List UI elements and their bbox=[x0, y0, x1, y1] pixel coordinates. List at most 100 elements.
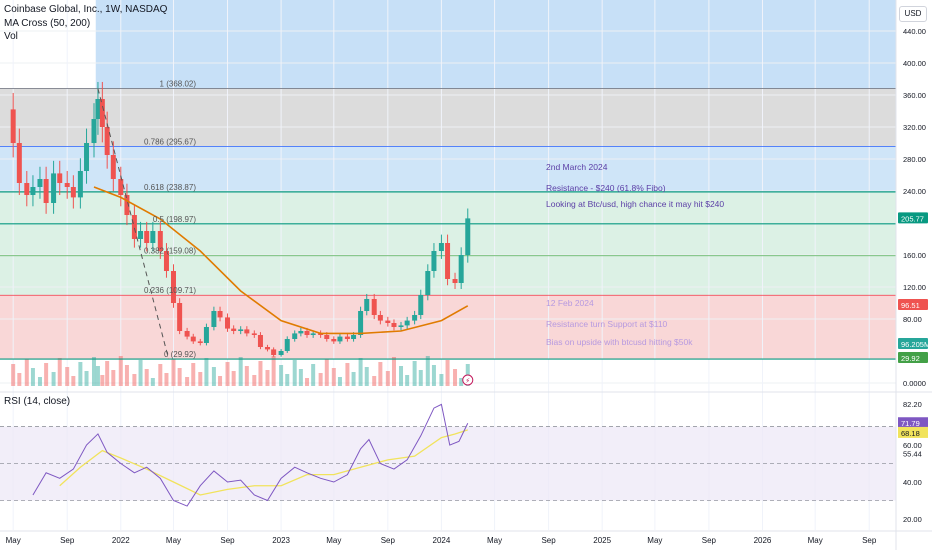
candle bbox=[184, 327, 190, 340]
candle-body bbox=[358, 311, 364, 335]
candle-body bbox=[118, 179, 124, 195]
price-series bbox=[10, 81, 471, 360]
rsi-value-tag: 71.79 bbox=[901, 419, 920, 428]
candle bbox=[238, 326, 244, 335]
candle-body bbox=[364, 299, 370, 311]
candle-body bbox=[70, 187, 76, 198]
volume-bar bbox=[399, 366, 404, 386]
rsi-tick-label: 60.00 bbox=[903, 441, 922, 450]
volume-bar bbox=[164, 373, 169, 386]
candle-body bbox=[244, 329, 250, 334]
fib-label: 0.382 (159.08) bbox=[144, 247, 196, 256]
candle bbox=[244, 326, 250, 337]
time-tick-label: May bbox=[647, 536, 662, 545]
candle bbox=[425, 264, 431, 301]
volume-bar bbox=[17, 373, 22, 386]
candle bbox=[150, 221, 156, 252]
volume-indicator-label: Vol bbox=[4, 31, 18, 42]
candle-body bbox=[257, 335, 263, 347]
fib-zone-above bbox=[95, 0, 896, 89]
candle bbox=[331, 336, 337, 344]
volume-bar bbox=[84, 371, 89, 386]
annotation-text: 12 Feb 2024 bbox=[546, 298, 594, 308]
volume-bar bbox=[124, 365, 129, 386]
candle bbox=[95, 81, 101, 135]
candle bbox=[64, 171, 70, 199]
candle bbox=[124, 183, 130, 226]
candle bbox=[43, 166, 49, 214]
volume-bar bbox=[105, 361, 110, 386]
volume-bar bbox=[185, 377, 190, 386]
candle-body bbox=[425, 271, 431, 295]
volume-bar bbox=[292, 360, 297, 386]
candle-body bbox=[177, 303, 183, 331]
rsi-ma-line bbox=[59, 429, 468, 496]
volume-bar bbox=[318, 373, 323, 386]
volume-bars bbox=[11, 356, 470, 386]
volume-bar bbox=[57, 358, 62, 386]
candle-body bbox=[157, 231, 163, 251]
candle-body bbox=[324, 335, 330, 339]
volume-bar bbox=[150, 378, 155, 386]
ma-series bbox=[93, 186, 469, 335]
fib-zone bbox=[0, 295, 896, 360]
candle bbox=[292, 330, 298, 342]
volume-bar bbox=[30, 368, 35, 386]
volume-bar bbox=[51, 372, 56, 386]
candle bbox=[431, 243, 437, 278]
candle-body bbox=[418, 295, 424, 315]
volume-bar bbox=[285, 374, 290, 386]
price-tick-label: 80.00 bbox=[903, 315, 922, 324]
volume-bar bbox=[198, 372, 203, 386]
candle-body bbox=[251, 333, 257, 335]
candle-body bbox=[431, 251, 437, 271]
volume-bar bbox=[238, 357, 243, 386]
candle-body bbox=[51, 173, 57, 203]
fib-label: 0.5 (198.97) bbox=[153, 215, 196, 224]
candle-body bbox=[211, 311, 217, 327]
candle bbox=[364, 293, 370, 316]
candle bbox=[110, 141, 116, 192]
candle bbox=[104, 111, 110, 169]
fib-zone bbox=[0, 88, 896, 147]
volume-bar bbox=[331, 368, 336, 386]
rsi-tick-label: 20.00 bbox=[903, 515, 922, 524]
fib-label: 0.786 (295.67) bbox=[144, 137, 196, 146]
candle-body bbox=[412, 315, 418, 321]
candle-body bbox=[271, 349, 277, 355]
candle-body bbox=[371, 299, 377, 315]
price-tick-label: 120.00 bbox=[903, 283, 926, 292]
candle bbox=[131, 204, 137, 248]
currency-button[interactable]: USD bbox=[899, 6, 927, 22]
annotation-text: Resistance turn Support at $110 bbox=[546, 319, 668, 329]
volume-bar bbox=[231, 371, 236, 386]
candle-body bbox=[124, 195, 130, 215]
annotation-text: Bias on upside with btcusd hitting $50k bbox=[546, 337, 693, 347]
candle bbox=[231, 325, 237, 335]
volume-tag-bg bbox=[898, 338, 928, 349]
volume-bar bbox=[111, 370, 116, 386]
time-tick-label: May bbox=[808, 536, 823, 545]
price-tick-label: 320.00 bbox=[903, 123, 926, 132]
price-tick-label: 400.00 bbox=[903, 59, 926, 68]
candle-body bbox=[95, 99, 101, 119]
candle bbox=[344, 333, 350, 342]
time-tick-label: 2026 bbox=[754, 536, 772, 545]
spacer-tag-bg bbox=[898, 226, 928, 237]
candle bbox=[298, 327, 304, 337]
candle bbox=[70, 175, 76, 209]
volume-bar bbox=[412, 361, 417, 386]
candle-body bbox=[217, 311, 223, 318]
candle bbox=[91, 103, 97, 158]
time-tick-label: Sep bbox=[220, 536, 235, 545]
last-price-tag-bg bbox=[898, 212, 928, 224]
candle-body bbox=[24, 183, 30, 195]
candle bbox=[99, 81, 105, 143]
support-tag-bg bbox=[898, 352, 928, 363]
volume-bar bbox=[298, 369, 303, 386]
candle bbox=[177, 298, 183, 335]
time-tick-label: 2024 bbox=[433, 536, 451, 545]
candle bbox=[398, 321, 404, 331]
candle-body bbox=[337, 336, 343, 342]
